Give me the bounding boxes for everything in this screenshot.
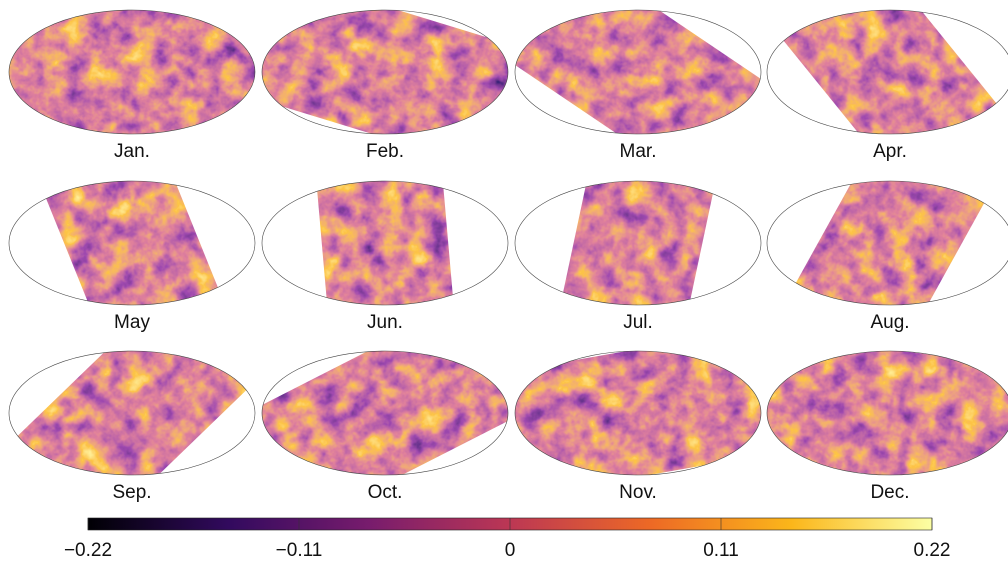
map-panel: [763, 0, 1008, 208]
panel-label: Aug.: [870, 312, 909, 333]
panel-label: Mar.: [620, 141, 657, 162]
panel-label: Jan.: [114, 141, 150, 162]
colorbar-tick-label: 0.11: [703, 540, 739, 561]
map-panel: [505, 329, 771, 496]
colorbar-tick-label: 0: [505, 540, 516, 561]
maps: Jan. Feb. Mar. Apr. May Jun. Jul. Aug. Sep. Oct. N…: [0, 0, 1008, 544]
panel-label: Jun.: [367, 312, 403, 333]
map-panel: [759, 335, 1008, 490]
map-field: [763, 0, 1008, 208]
panel-label: Nov.: [619, 482, 657, 503]
colorbar-tick-label: −0.22: [64, 540, 112, 561]
panel-label: Feb.: [366, 141, 404, 162]
panel-label: Dec.: [870, 482, 909, 503]
map-field: [759, 335, 1008, 490]
map-field: [505, 329, 771, 496]
panel-label: Apr.: [873, 141, 907, 162]
colorbar-tick-label: 0.22: [914, 540, 951, 561]
figure: Jan. Feb. Mar. Apr. May Jun. Jul. Aug. Sep. Oct. N…: [0, 0, 1008, 563]
panel-label: May: [114, 312, 150, 333]
panel-label: Sep.: [112, 482, 151, 503]
map-panel: [500, 0, 776, 194]
panel-label: Oct.: [368, 482, 403, 503]
panel-label: Jul.: [623, 312, 653, 333]
colorbar-tick-label: −0.11: [276, 540, 323, 561]
map-field: [500, 0, 776, 194]
